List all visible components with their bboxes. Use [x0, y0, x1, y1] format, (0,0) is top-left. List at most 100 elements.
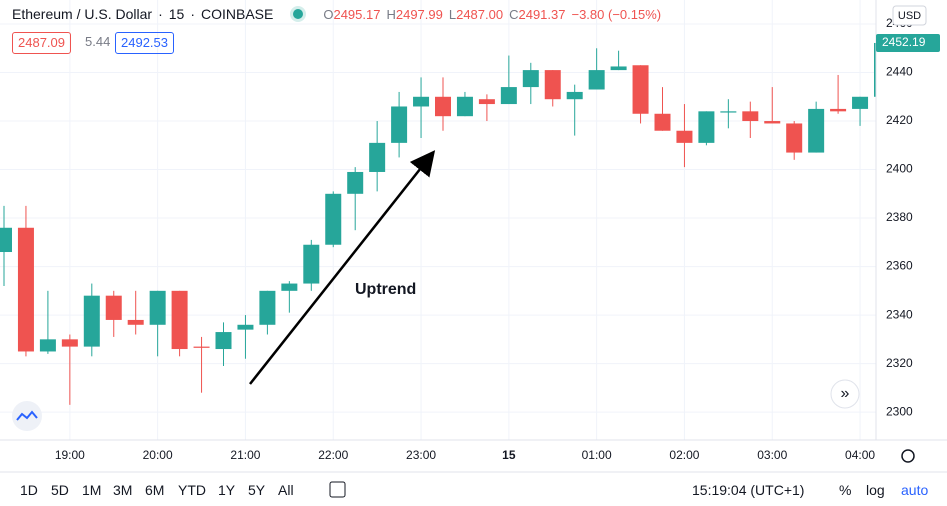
- x-tick-label: 22:00: [318, 448, 348, 462]
- currency: USD: [898, 10, 921, 22]
- candle-body: [17, 227, 34, 352]
- y-tick-label: 2440: [886, 65, 913, 79]
- price-label: 2452.19: [882, 35, 926, 49]
- exchange: COINBASE: [200, 6, 274, 22]
- range-button[interactable]: 1Y: [218, 482, 236, 498]
- candle-body: [764, 121, 781, 124]
- candle-body: [369, 142, 386, 172]
- bid[interactable]: 2487.09: [12, 32, 71, 54]
- candle-body: [413, 96, 430, 107]
- candle-body: [588, 70, 605, 90]
- sep: ·: [190, 6, 195, 22]
- x-tick-label: 02:00: [669, 448, 699, 462]
- y-tick-label: 2420: [886, 113, 913, 127]
- x-tick-label: 20:00: [143, 448, 173, 462]
- candle-body: [83, 295, 100, 347]
- candle-body: [127, 319, 144, 325]
- y-tick-label: 2340: [886, 307, 913, 321]
- candle-body: [478, 99, 495, 105]
- scroll-button[interactable]: [830, 379, 860, 409]
- candle-body: [808, 108, 825, 153]
- range-button[interactable]: 3M: [113, 482, 133, 498]
- ohlc-value: 2495.17: [333, 6, 381, 22]
- candle-body: [654, 113, 671, 131]
- candle-body: [61, 339, 78, 347]
- log-toggle[interactable]: log: [866, 482, 885, 498]
- candle-body: [215, 332, 232, 350]
- candle-body: [193, 346, 210, 348]
- candle-body: [0, 227, 12, 253]
- candle-body: [830, 108, 847, 112]
- candle-body: [347, 171, 364, 194]
- clock: 15:19:04 (UTC+1): [692, 482, 805, 498]
- candle-body: [39, 339, 56, 352]
- candle-body: [544, 70, 561, 100]
- candle-body: [281, 283, 298, 291]
- ask[interactable]: 2492.53: [115, 32, 174, 54]
- candle-body: [698, 111, 715, 143]
- range-button[interactable]: All: [278, 482, 294, 498]
- ohlc-item: O2495.17: [323, 7, 380, 22]
- candle-body: [852, 96, 869, 109]
- x-tick-label: 21:00: [230, 448, 260, 462]
- ohlc-item: C2491.37: [509, 7, 565, 22]
- candle-body: [105, 295, 122, 320]
- candle-body: [237, 324, 254, 330]
- x-tick-label: 03:00: [757, 448, 787, 462]
- range-button[interactable]: 6M: [145, 482, 165, 498]
- currency-box: [892, 5, 927, 26]
- change: −3.80 (−0.15%): [571, 6, 662, 22]
- x-tick-label: 19:00: [55, 448, 85, 462]
- range-button[interactable]: 5D: [51, 482, 69, 498]
- candle-body: [632, 65, 649, 114]
- spread: 5.44: [85, 34, 111, 49]
- range-button[interactable]: 1D: [20, 482, 38, 498]
- scroll-icon: »: [841, 385, 850, 402]
- x-tick-label: 15: [502, 448, 516, 462]
- trend-arrow: [249, 150, 436, 385]
- symbol: Ethereum / U.S. Dollar: [12, 6, 153, 22]
- candle-body: [500, 87, 517, 105]
- ohlc-label: L: [448, 6, 457, 22]
- candles: [0, 42, 876, 405]
- date-range-icon[interactable]: [329, 481, 346, 498]
- y-tick-label: 2380: [886, 210, 913, 224]
- y-tick-label: 2320: [886, 356, 913, 370]
- axes: 23002320234023602380240024202440246019:0…: [55, 16, 940, 462]
- annotation: Uptrend: [355, 281, 416, 298]
- header: Ethereum / U.S. Dollar · 15 · COINBASE O24…: [12, 6, 661, 22]
- candle-body: [566, 91, 583, 100]
- ohlc-label: C: [509, 6, 519, 22]
- interval: 15: [168, 6, 185, 22]
- price-label-box: [876, 33, 940, 52]
- range-button[interactable]: 5Y: [248, 482, 266, 498]
- candle-body: [259, 290, 276, 325]
- candle-body: [720, 111, 737, 113]
- ohlc: O2495.17 H2497.99 L2487.00 C2491.37 −3.80 (−…: [323, 7, 661, 22]
- percent-toggle[interactable]: %: [839, 482, 852, 498]
- logo[interactable]: [12, 401, 42, 431]
- status-dot: [293, 9, 304, 19]
- logo-icon: [16, 410, 38, 421]
- ohlc-value: 2497.99: [395, 6, 443, 22]
- ohlc-value: 2491.37: [518, 6, 566, 22]
- auto-toggle[interactable]: auto: [901, 482, 929, 498]
- y-tick-label: 2400: [886, 162, 913, 176]
- candle-body: [149, 290, 166, 325]
- x-tick-label: 01:00: [582, 448, 612, 462]
- settings-icon[interactable]: [901, 449, 915, 463]
- ohlc-label: O: [323, 6, 334, 22]
- y-tick-label: 2300: [886, 404, 913, 418]
- sep: ·: [158, 6, 163, 22]
- candle-body: [786, 123, 803, 153]
- y-tick-label: 2360: [886, 259, 913, 273]
- ohlc-value: 2487.00: [456, 6, 504, 22]
- candle-body: [456, 96, 473, 117]
- candle-body: [874, 42, 876, 97]
- candle-body: [303, 244, 320, 284]
- range-button[interactable]: 1M: [82, 482, 102, 498]
- range-button[interactable]: YTD: [178, 482, 206, 498]
- x-tick-label: 04:00: [845, 448, 875, 462]
- ohlc-item: H2497.99: [386, 7, 442, 22]
